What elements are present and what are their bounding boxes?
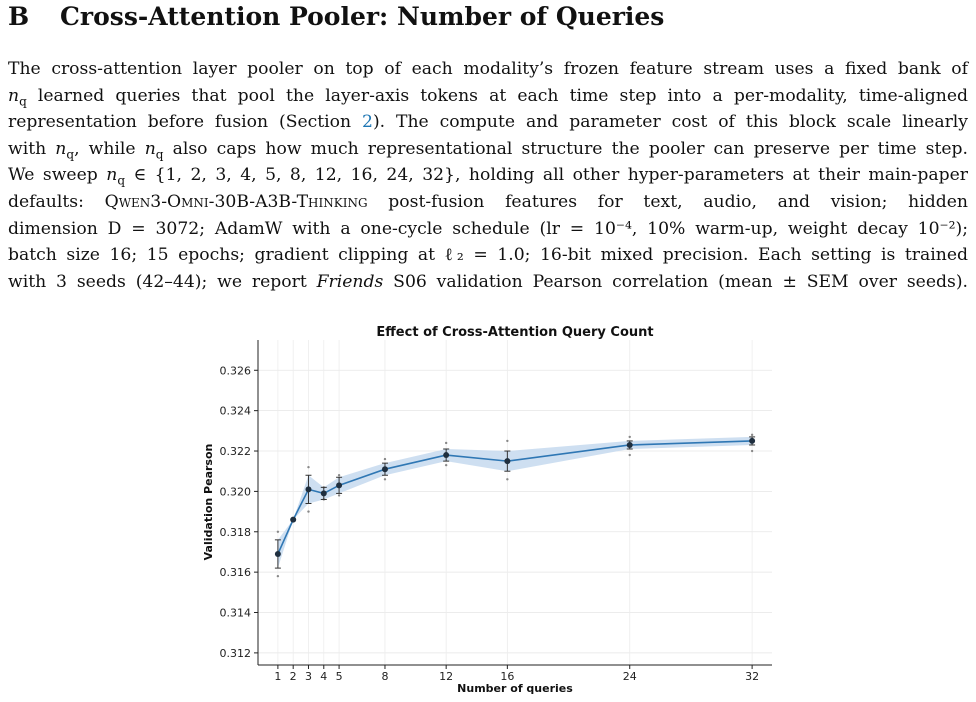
x-axis-label: Number of queries bbox=[457, 682, 573, 695]
x-tick-label: 16 bbox=[500, 670, 514, 683]
seed-point bbox=[506, 478, 509, 481]
paragraph-line: The cross-attention layer pooler on top … bbox=[8, 59, 968, 79]
section-heading: B Cross-Attention Pooler: Number of Queri… bbox=[8, 2, 664, 31]
y-tick-label: 0.322 bbox=[220, 445, 252, 458]
seed-point bbox=[276, 530, 280, 533]
seed-point bbox=[750, 449, 754, 453]
section-title: Cross-Attention Pooler: Number of Querie… bbox=[60, 2, 665, 31]
y-tick-label: 0.324 bbox=[220, 405, 252, 418]
query-count-chart: Effect of Cross-Attention Query Count 0.… bbox=[202, 325, 772, 695]
paragraph-text: representation before fusion (Section bbox=[8, 112, 362, 133]
paragraph-line: representation before fusion (Section 2)… bbox=[8, 109, 968, 136]
x-tick-label: 3 bbox=[305, 670, 312, 683]
chart-axes: 0.312 0.314 0.316 0.318 0.320 0.322 0.324 0.326… bbox=[220, 340, 772, 683]
x-tick-label: 12 bbox=[439, 670, 453, 683]
paragraph-text: S06 validation Pearson correlation (mean… bbox=[383, 271, 968, 292]
seed-point bbox=[628, 453, 631, 457]
dataset-name: Friends bbox=[316, 271, 384, 292]
y-axis-label: Validation Pearson bbox=[202, 444, 215, 561]
x-tick-label: 24 bbox=[623, 670, 637, 683]
seed-point bbox=[750, 433, 754, 437]
sem-band-area bbox=[277, 436, 753, 569]
seed-point bbox=[444, 441, 448, 445]
mean-point bbox=[504, 458, 511, 465]
paragraph-line: We sweep nq ∈ {1, 2, 3, 4, 5, 8, 12, 16,… bbox=[8, 165, 968, 188]
x-tick-label: 2 bbox=[290, 670, 297, 683]
paragraph-line: with 3 seeds (42–44); we report Friends … bbox=[8, 269, 968, 296]
seed-point bbox=[337, 474, 341, 477]
x-tick-label: 1 bbox=[274, 670, 281, 683]
y-tick-label: 0.316 bbox=[220, 566, 252, 579]
y-tick-label: 0.312 bbox=[220, 647, 252, 660]
mean-point bbox=[443, 452, 450, 459]
x-tick-label: 4 bbox=[320, 670, 327, 683]
paragraph-text: with 3 seeds (42–44); we report bbox=[8, 271, 317, 292]
y-tick-label: 0.326 bbox=[220, 364, 252, 377]
x-tick-label: 8 bbox=[381, 670, 388, 683]
chart-marks bbox=[274, 433, 756, 578]
seed-point bbox=[307, 510, 310, 513]
seed-point bbox=[383, 478, 387, 481]
mean-point bbox=[290, 516, 297, 523]
paragraph-line: nq learned queries that pool the layer-a… bbox=[8, 85, 968, 109]
chart-title: Effect of Cross-Attention Query Count bbox=[376, 325, 653, 340]
chart-grid bbox=[258, 340, 772, 665]
sem-band bbox=[277, 436, 753, 569]
mean-point bbox=[305, 486, 312, 493]
section-paragraph: The cross-attention layer pooler on top … bbox=[8, 56, 968, 295]
mean-line bbox=[277, 440, 753, 555]
seed-point bbox=[444, 463, 448, 467]
paragraph-text: defaults: bbox=[8, 191, 105, 212]
x-tick-label: 5 bbox=[336, 670, 343, 683]
mean-point bbox=[320, 490, 327, 497]
section-number: B bbox=[8, 2, 30, 31]
paragraph-line: batch size 16; 15 epochs; gradient clipp… bbox=[8, 245, 968, 266]
paragraph-line: dimension D = 3072; AdamW with a one-cyc… bbox=[8, 218, 968, 239]
seed-point bbox=[337, 494, 341, 497]
paragraph-line: defaults: Qwen3-Omni-30B-A3B-Thinking po… bbox=[8, 189, 968, 216]
paragraph-text: post-fusion features for text, audio, an… bbox=[367, 191, 968, 212]
y-tick-label: 0.318 bbox=[220, 526, 252, 539]
model-name: Qwen3-Omni-30B-A3B-Thinking bbox=[104, 191, 368, 212]
mean-point bbox=[381, 466, 388, 473]
mean-point bbox=[274, 550, 281, 557]
mean-series-line bbox=[277, 440, 753, 555]
mean-point bbox=[626, 441, 633, 448]
mean-point bbox=[336, 482, 343, 489]
section-reference-link[interactable]: 2 bbox=[362, 112, 373, 133]
x-tick-label: 32 bbox=[745, 670, 759, 683]
seed-point bbox=[276, 574, 280, 578]
seed-point bbox=[307, 465, 310, 469]
mean-point bbox=[749, 437, 756, 444]
y-tick-label: 0.314 bbox=[220, 607, 252, 620]
paragraph-text: ). The compute and parameter cost of thi… bbox=[372, 112, 968, 133]
seed-point bbox=[628, 435, 631, 439]
seed-point bbox=[506, 439, 509, 443]
y-tick-label: 0.320 bbox=[220, 485, 252, 498]
paragraph-line: with nq, while nq also caps how much rep… bbox=[8, 138, 968, 162]
seed-point bbox=[383, 457, 387, 461]
